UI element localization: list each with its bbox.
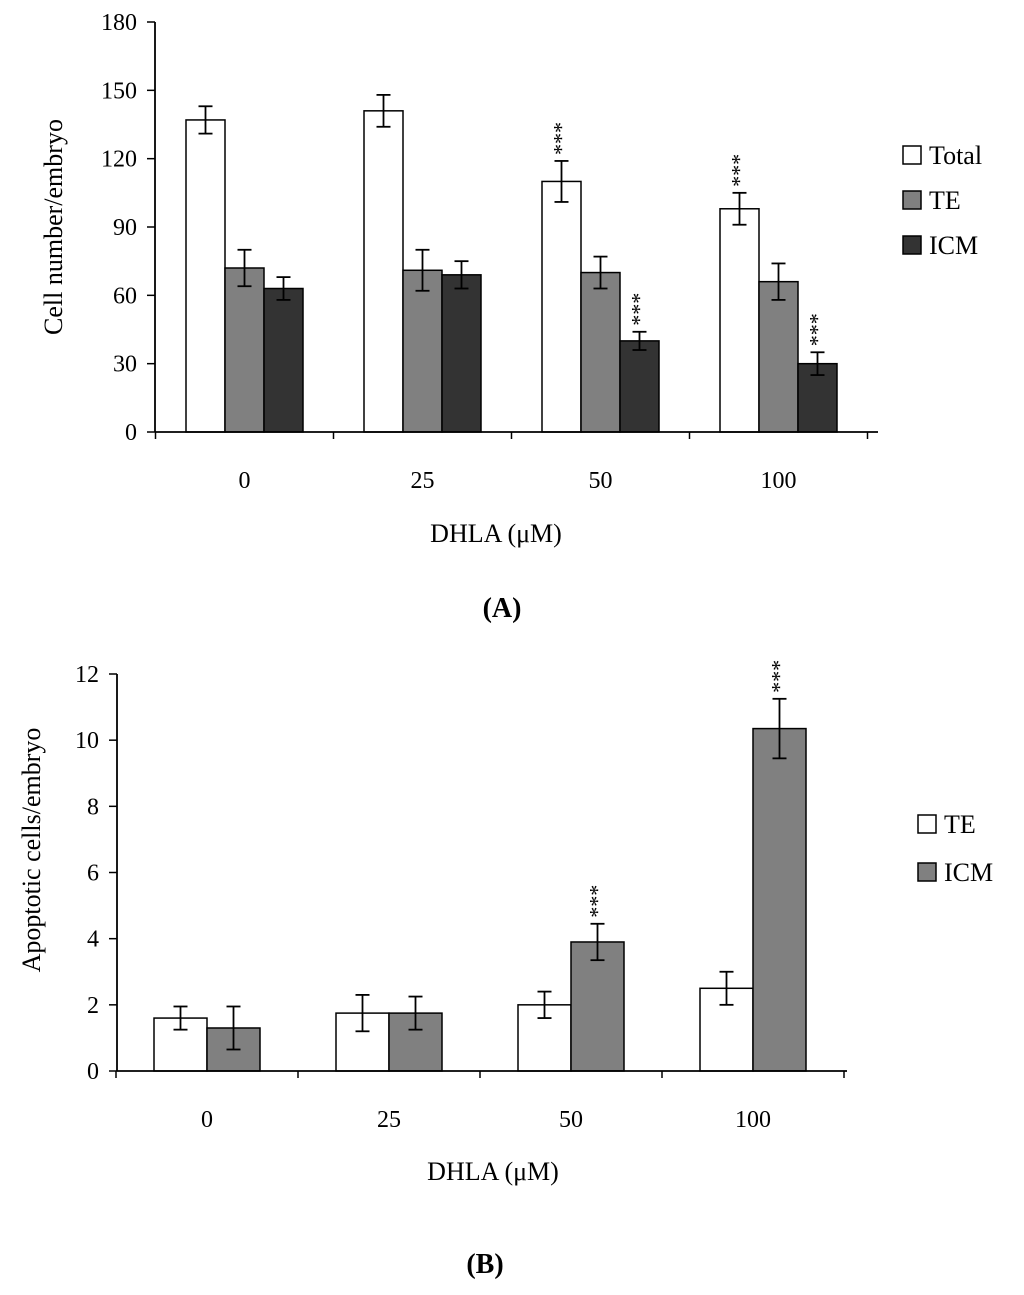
panel-a-y-tick-label: 30 — [113, 352, 137, 378]
panel-a-bar-te-25 — [402, 269, 443, 433]
panel-b-legend-item-te: TE — [917, 810, 976, 839]
panel-a-y-tick-label: 180 — [101, 10, 137, 36]
panel-b-x-tick-label: 100 — [735, 1107, 771, 1133]
chart-panel-a: *** *** *** *** 0 30 60 90 120 150 180 0 25 50 100 To… — [39, 10, 982, 624]
panel-a-legend-swatch-te — [902, 190, 922, 210]
panel-a-bar-te-100 — [758, 280, 799, 433]
panel-a-y-tick-label: 120 — [101, 147, 137, 173]
panel-a-legend-item-te: TE — [902, 186, 961, 215]
panel-a-error-bar-total-100 — [732, 191, 747, 226]
panel-b-bar-icm-50 — [570, 941, 625, 1072]
panel-b-legend-item-icm: ICM — [917, 858, 993, 887]
panel-b-bars: *** *** — [153, 660, 807, 1072]
panel-b-legend-label-te: TE — [944, 810, 976, 839]
panel-a-error-bar-total-0 — [198, 105, 213, 135]
panel-a-error-bar-te-100 — [771, 262, 786, 301]
panel-a-error-bar-icm-25 — [454, 260, 469, 290]
panel-a-bar-total-50 — [541, 180, 582, 433]
chart-panel-b: *** *** 0 2 4 6 8 10 12 0 25 50 100 TE ICM Apoptotic… — [17, 660, 993, 1280]
panel-a-error-bar-icm-50 — [632, 330, 647, 351]
panel-b-significance-icm-100: *** — [767, 660, 792, 693]
panel-b-legend: TE ICM — [917, 810, 993, 887]
panel-a-legend-swatch-icm — [902, 235, 922, 255]
panel-a-error-bar-te-50 — [593, 255, 608, 290]
panel-a-x-tick-label: 25 — [411, 468, 435, 494]
panel-a-legend-label-icm: ICM — [929, 231, 978, 260]
panel-a-error-bar-total-50 — [554, 160, 569, 203]
panel-a-significance-total-50: *** — [549, 122, 574, 155]
panel-b-label: (B) — [466, 1249, 503, 1280]
panel-b-error-bar-te-100 — [719, 970, 734, 1006]
panel-b-x-tick-label: 25 — [377, 1107, 401, 1133]
panel-b-x-tick-label: 0 — [201, 1107, 213, 1133]
panel-a-legend-item-icm: ICM — [902, 231, 978, 260]
panel-b-x-axis-title: DHLA (μM) — [427, 1157, 559, 1186]
panel-a-significance-total-100: *** — [727, 154, 752, 187]
panel-a-error-bar-icm-100 — [810, 351, 825, 376]
panel-a-x-axis-title: DHLA (μM) — [430, 519, 562, 548]
panel-b-y-tick-label: 12 — [75, 662, 99, 688]
panel-b-error-bar-te-25 — [355, 994, 370, 1033]
panel-a-significance-icm-50: *** — [627, 293, 652, 326]
panel-a-bar-total-25 — [363, 110, 404, 433]
panel-b-legend-swatch-icm — [917, 862, 937, 882]
panel-a-legend-label-total: Total — [929, 141, 982, 170]
panel-a-axes: 0 30 60 90 120 150 180 0 25 50 100 — [101, 10, 878, 494]
panel-b-significance-icm-50: *** — [585, 885, 610, 918]
panel-a-bar-icm-50 — [619, 340, 660, 433]
panel-a-bar-icm-0 — [263, 287, 304, 433]
panel-b-error-bar-te-0 — [173, 1005, 188, 1031]
panel-a-y-tick-label: 90 — [113, 215, 137, 241]
panel-a-x-tick-label: 0 — [239, 468, 251, 494]
panel-a-error-bar-icm-0 — [276, 276, 291, 301]
panel-a-label: (A) — [483, 593, 522, 624]
panel-b-y-tick-label: 4 — [87, 927, 99, 953]
panel-a-bar-icm-25 — [441, 274, 482, 433]
panel-a-legend-label-te: TE — [929, 186, 961, 215]
panel-a-x-tick-label: 50 — [589, 468, 613, 494]
panel-b-error-bar-icm-25 — [408, 995, 423, 1031]
panel-b-y-tick-label: 10 — [75, 728, 99, 754]
panel-a-y-tick-label: 0 — [125, 420, 137, 446]
panel-b-x-tick-label: 50 — [559, 1107, 583, 1133]
panel-a-error-bar-te-25 — [415, 248, 430, 292]
panel-a-bars: *** *** *** *** — [185, 93, 838, 433]
panel-b-y-tick-label: 8 — [87, 794, 99, 820]
panel-a-bar-icm-100 — [797, 362, 838, 433]
panel-b-error-bar-icm-0 — [226, 1005, 241, 1051]
panel-b-y-axis-title: Apoptotic cells/embryo — [17, 728, 46, 973]
panel-a-legend: Total TE ICM — [902, 141, 982, 260]
panel-b-y-tick-label: 2 — [87, 993, 99, 1019]
panel-a-error-bar-te-0 — [237, 248, 252, 288]
panel-a-bar-te-50 — [580, 271, 621, 433]
panel-b-y-tick-label: 0 — [87, 1059, 99, 1085]
panel-b-legend-label-icm: ICM — [944, 858, 993, 887]
panel-b-legend-swatch-te — [917, 814, 937, 834]
panel-b-error-bar-icm-100 — [772, 697, 787, 760]
panel-a-y-tick-label: 60 — [113, 283, 137, 309]
panel-a-legend-item-total: Total — [902, 141, 982, 170]
panel-a-bar-te-0 — [224, 267, 265, 433]
panel-a-legend-swatch-total — [902, 145, 922, 165]
panel-a-significance-icm-100: *** — [805, 313, 830, 346]
panel-a-y-axis-title: Cell number/embryo — [39, 119, 68, 335]
panel-a-x-tick-label: 100 — [761, 468, 797, 494]
panel-b-axes: 0 2 4 6 8 10 12 0 25 50 100 — [75, 662, 847, 1133]
panel-b-error-bar-te-50 — [537, 990, 552, 1019]
panel-b-bar-icm-100 — [752, 727, 807, 1072]
panel-b-error-bar-icm-50 — [590, 922, 605, 962]
panel-a-error-bar-total-25 — [376, 93, 391, 128]
panel-b-y-tick-label: 6 — [87, 861, 99, 887]
panel-a-y-tick-label: 150 — [101, 78, 137, 104]
panel-a-bar-total-0 — [185, 119, 226, 433]
panel-a-bar-total-100 — [719, 208, 760, 433]
